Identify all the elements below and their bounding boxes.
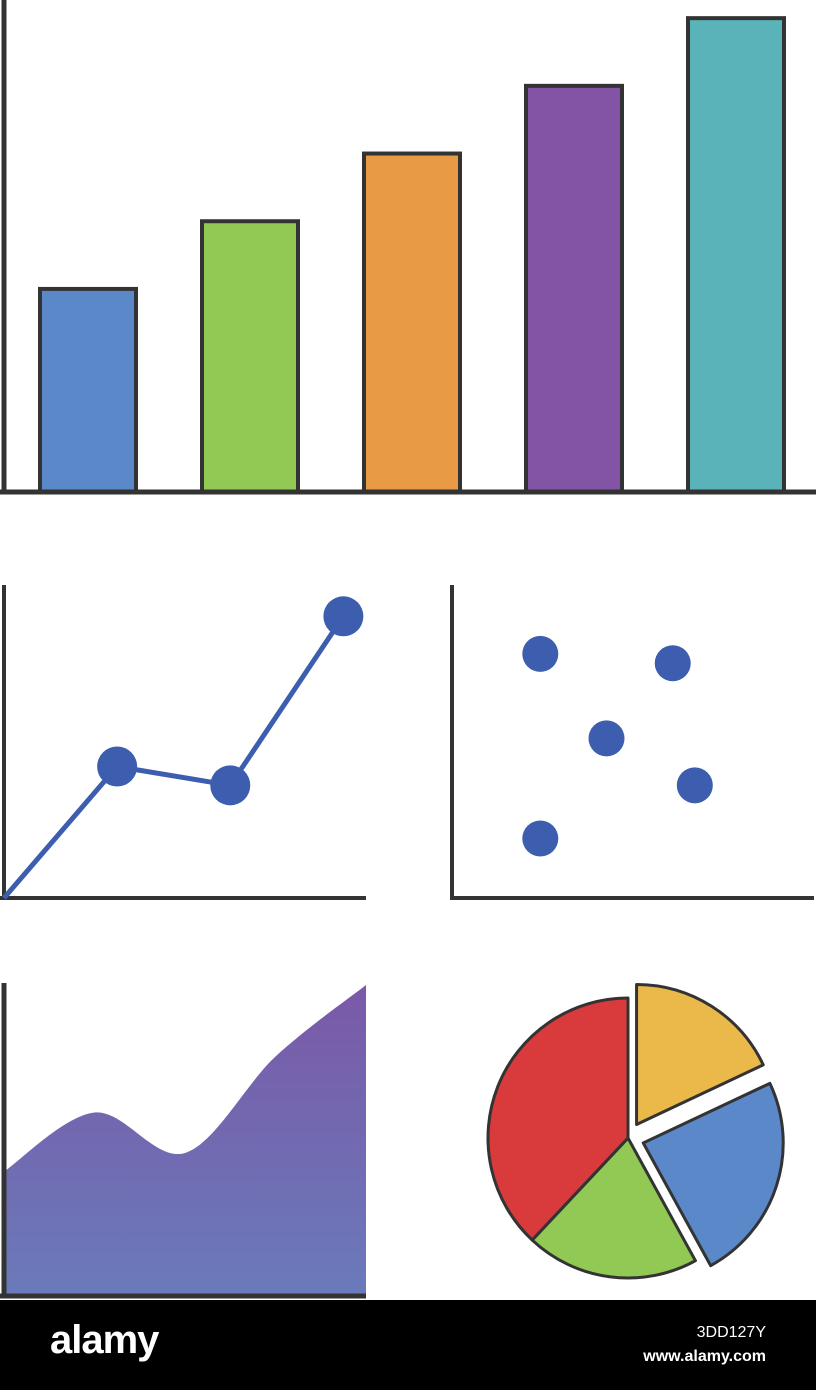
line-point-2	[210, 765, 251, 806]
bar-2	[200, 219, 300, 494]
bar-chart	[0, 0, 816, 495]
footer-bar: alamy 3DD127Y www.alamy.com	[0, 1300, 816, 1390]
scatter-point-4	[676, 767, 713, 804]
charts-canvas	[0, 0, 816, 1299]
scatter-point-3	[654, 645, 691, 682]
scatter-point-5	[522, 820, 559, 857]
bar-3	[362, 151, 462, 495]
alamy-logo: alamy	[50, 1318, 159, 1362]
pie-slice-1	[635, 982, 765, 1126]
pie-slice-3	[530, 1136, 697, 1280]
pie-chart	[486, 982, 785, 1280]
bar-5	[686, 16, 786, 495]
site-url: www.alamy.com	[643, 1348, 766, 1365]
scatter-chart	[450, 585, 814, 900]
line-series	[2, 614, 346, 900]
scatter-point-1	[522, 635, 559, 672]
bar-4	[524, 83, 624, 494]
image-id: 3DD127Y	[696, 1324, 766, 1341]
line-point-1	[97, 746, 138, 787]
pie-slice-2	[641, 1081, 785, 1268]
area-fill	[4, 985, 366, 1296]
scatter-point-2	[588, 720, 625, 757]
bar-1	[38, 286, 138, 494]
line-point-3	[323, 596, 364, 637]
pie-slice-4	[486, 996, 630, 1242]
area-chart	[0, 983, 366, 1299]
line-chart	[0, 585, 366, 900]
